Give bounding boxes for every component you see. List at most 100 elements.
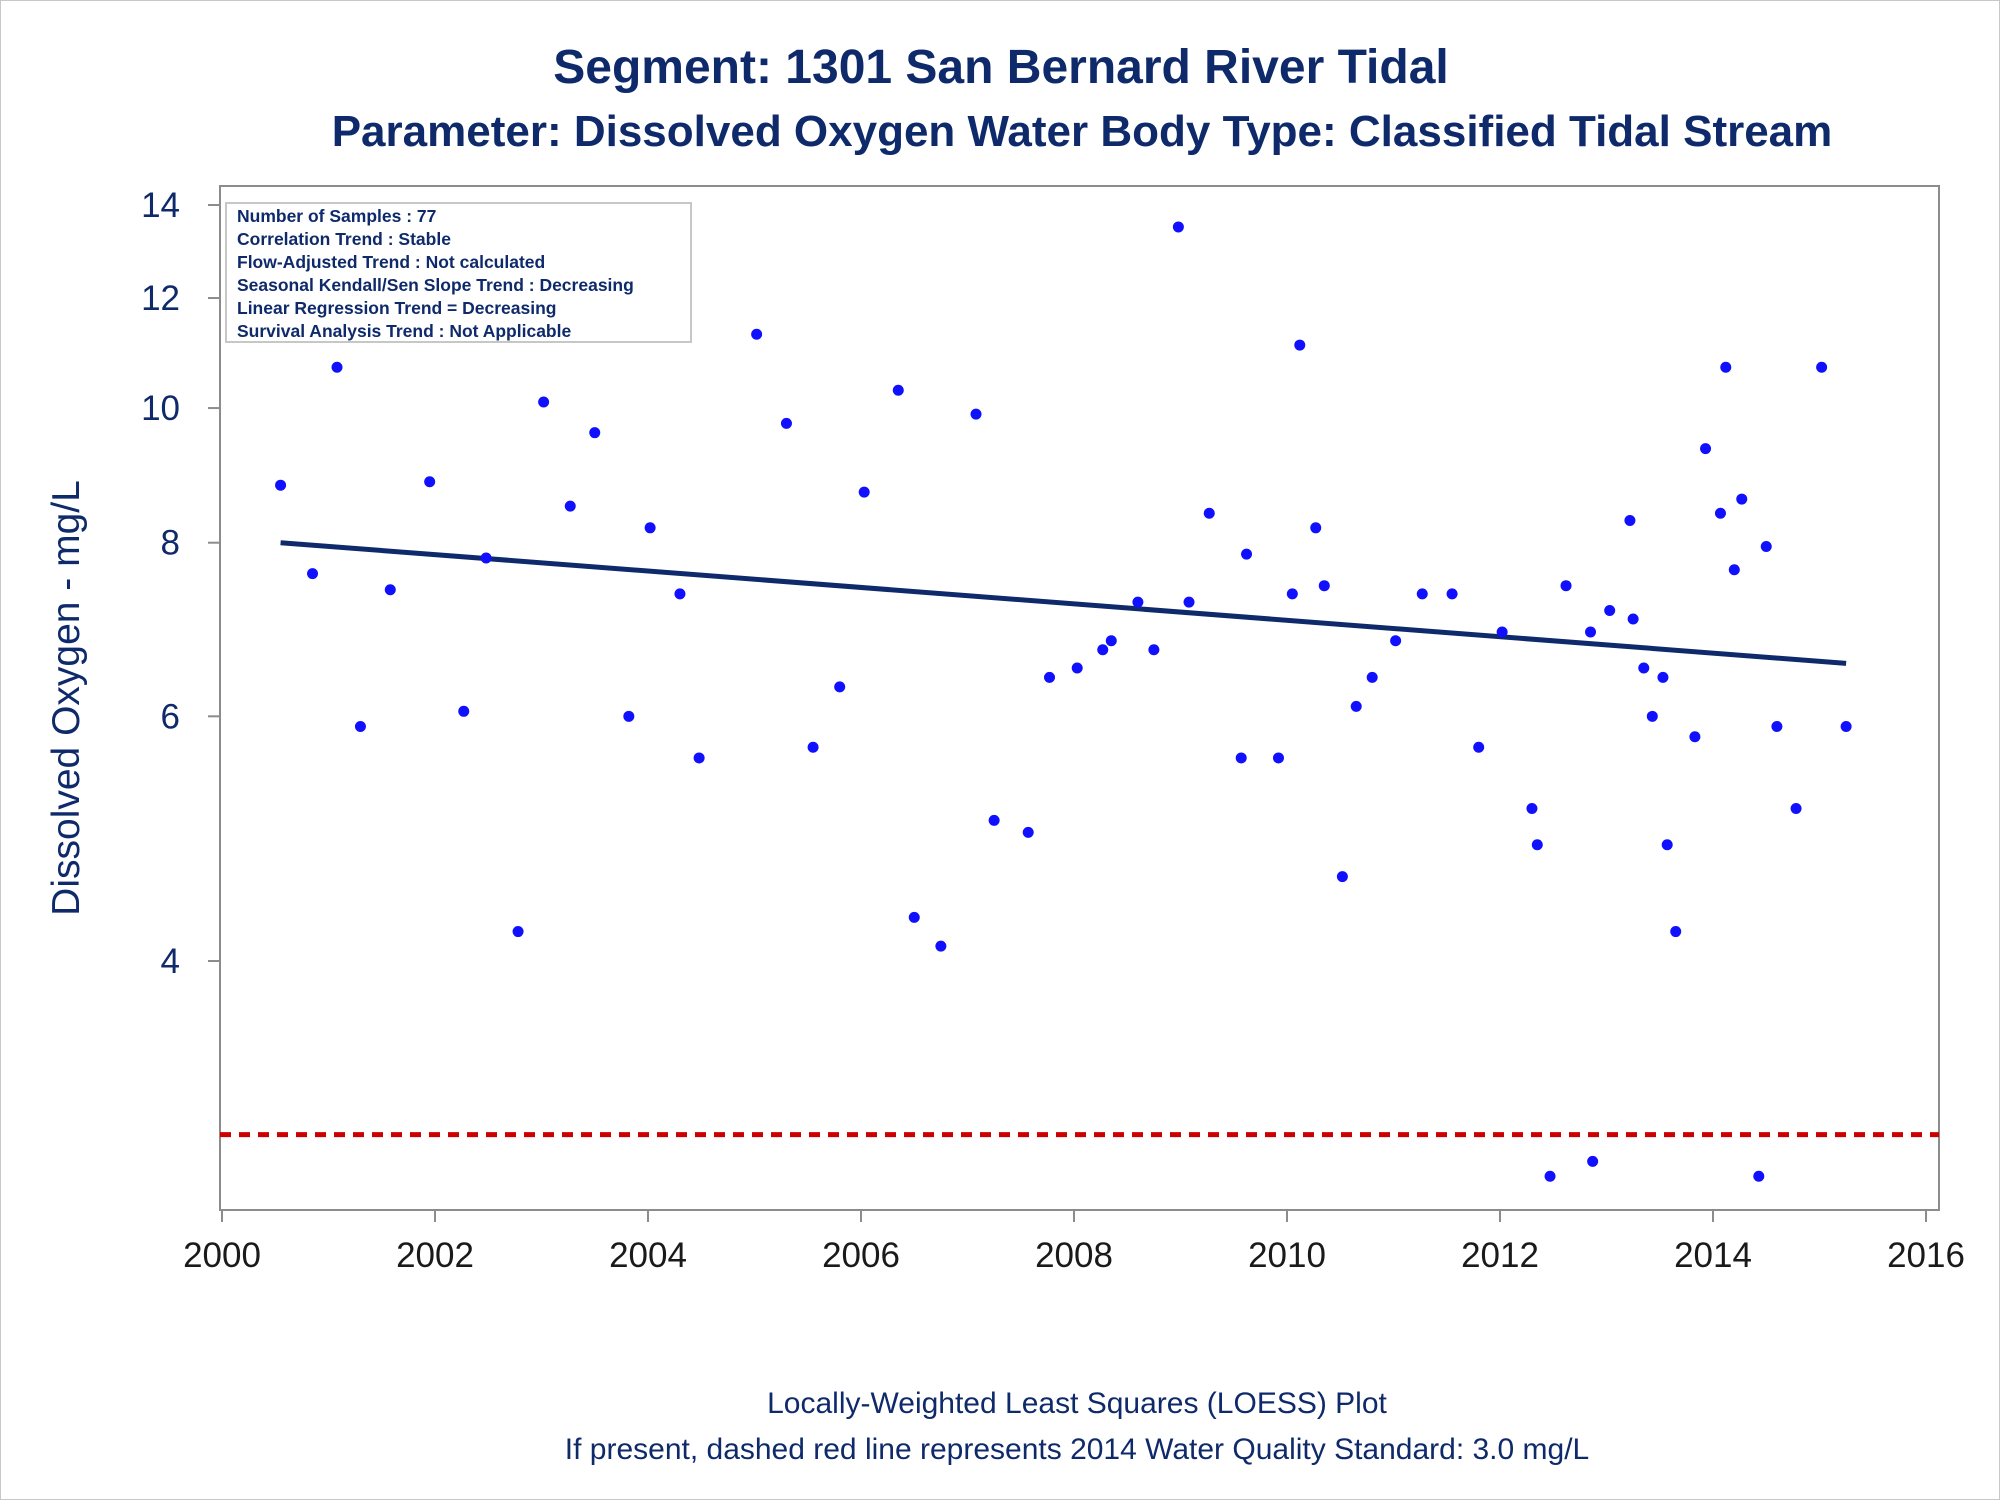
inset-line: Correlation Trend : Stable: [237, 229, 451, 249]
data-point: [623, 710, 635, 722]
data-point: [1816, 361, 1828, 373]
data-point: [892, 384, 904, 396]
data-point: [384, 584, 396, 596]
data-point: [1714, 507, 1726, 519]
x-tick-label: 2014: [1674, 1236, 1752, 1275]
data-point: [1657, 671, 1669, 683]
x-tick-label: 2000: [183, 1236, 261, 1275]
chart-subtitle: Parameter: Dissolved Oxygen Water Body T…: [332, 107, 1833, 156]
data-point: [1318, 580, 1330, 592]
data-point: [1646, 710, 1658, 722]
y-axis-label: Dissolved Oxygen - mg/L: [45, 480, 88, 916]
x-tick-label: 2010: [1248, 1236, 1326, 1275]
data-point: [275, 479, 287, 491]
data-point: [1235, 752, 1247, 764]
data-point: [1587, 1155, 1599, 1167]
data-point: [1350, 700, 1362, 712]
data-point: [644, 522, 656, 534]
data-point: [1627, 613, 1639, 625]
data-point: [1728, 564, 1740, 576]
data-point: [1390, 635, 1402, 647]
data-point: [1531, 839, 1543, 851]
data-point: [1736, 493, 1748, 505]
data-point: [307, 568, 319, 580]
data-point: [1790, 803, 1802, 815]
x-tick-label: 2012: [1461, 1236, 1539, 1275]
y-tick-label: 8: [161, 524, 180, 563]
y-tick-label: 4: [161, 942, 180, 981]
data-point: [1272, 752, 1284, 764]
x-tick-label: 2002: [396, 1236, 474, 1275]
data-point: [834, 681, 846, 693]
data-point: [1310, 522, 1322, 534]
data-point: [354, 720, 366, 732]
data-point: [1585, 626, 1597, 638]
data-point: [1366, 671, 1378, 683]
trend-line: [280, 540, 1847, 666]
data-point: [1604, 604, 1616, 616]
x-tick-label: 2016: [1887, 1236, 1965, 1275]
data-point: [674, 588, 686, 600]
y-tick-label: 12: [141, 279, 180, 318]
plot-area: [219, 185, 1940, 1211]
data-point: [693, 752, 705, 764]
x-tick-label: 2004: [609, 1236, 687, 1275]
data-point: [1670, 926, 1682, 938]
data-point: [1446, 588, 1458, 600]
data-point: [751, 328, 763, 340]
data-point: [589, 427, 601, 439]
data-point: [1148, 644, 1160, 656]
inset-line: Flow-Adjusted Trend : Not calculated: [237, 252, 545, 272]
data-point: [1771, 720, 1783, 732]
y-tick-label: 10: [141, 389, 180, 428]
data-point: [331, 361, 343, 373]
data-point: [1720, 361, 1732, 373]
data-point: [1689, 731, 1701, 743]
data-point: [935, 940, 947, 952]
data-point: [480, 552, 492, 564]
data-point: [512, 926, 524, 938]
data-point: [1044, 671, 1056, 683]
data-point: [970, 408, 982, 420]
data-point: [1496, 626, 1508, 638]
inset-box: Number of Samples : 77 Correlation Trend…: [225, 202, 692, 343]
data-point: [1700, 443, 1712, 455]
data-point: [858, 486, 870, 498]
x-tick-label: 2008: [1035, 1236, 1113, 1275]
inset-line: Linear Regression Trend = Decreasing: [237, 298, 557, 318]
y-tick-label: 14: [141, 186, 180, 225]
data-point: [1203, 507, 1215, 519]
data-point: [908, 911, 920, 923]
inset-line: Survival Analysis Trend : Not Applicable: [237, 321, 571, 341]
data-point: [988, 814, 1000, 826]
data-point: [1294, 339, 1306, 351]
data-point: [1336, 871, 1348, 883]
data-point: [1286, 588, 1298, 600]
data-point: [1624, 514, 1636, 526]
data-point: [780, 417, 792, 429]
data-point: [1560, 580, 1572, 592]
data-point: [424, 476, 436, 488]
data-point: [1638, 662, 1650, 674]
data-point: [1071, 662, 1083, 674]
y-tick-label: 6: [161, 697, 180, 736]
data-point: [1172, 221, 1184, 233]
data-point: [1661, 839, 1673, 851]
footnote-line2: If present, dashed red line represents 2…: [565, 1433, 1589, 1466]
footnote-line1: Locally-Weighted Least Squares (LOESS) P…: [767, 1387, 1387, 1420]
chart-title: Segment: 1301 San Bernard River Tidal: [553, 41, 1448, 94]
x-tick-label: 2006: [822, 1236, 900, 1275]
data-point: [1241, 548, 1253, 560]
data-point: [1473, 741, 1485, 753]
data-point: [1416, 588, 1428, 600]
data-point: [1526, 803, 1538, 815]
data-point: [458, 705, 470, 717]
data-point: [1105, 635, 1117, 647]
data-point: [1132, 596, 1144, 608]
data-point: [1544, 1170, 1556, 1182]
inset-line: Seasonal Kendall/Sen Slope Trend : Decre…: [237, 275, 634, 295]
inset-line: Number of Samples : 77: [237, 206, 436, 226]
data-point: [1022, 826, 1034, 838]
